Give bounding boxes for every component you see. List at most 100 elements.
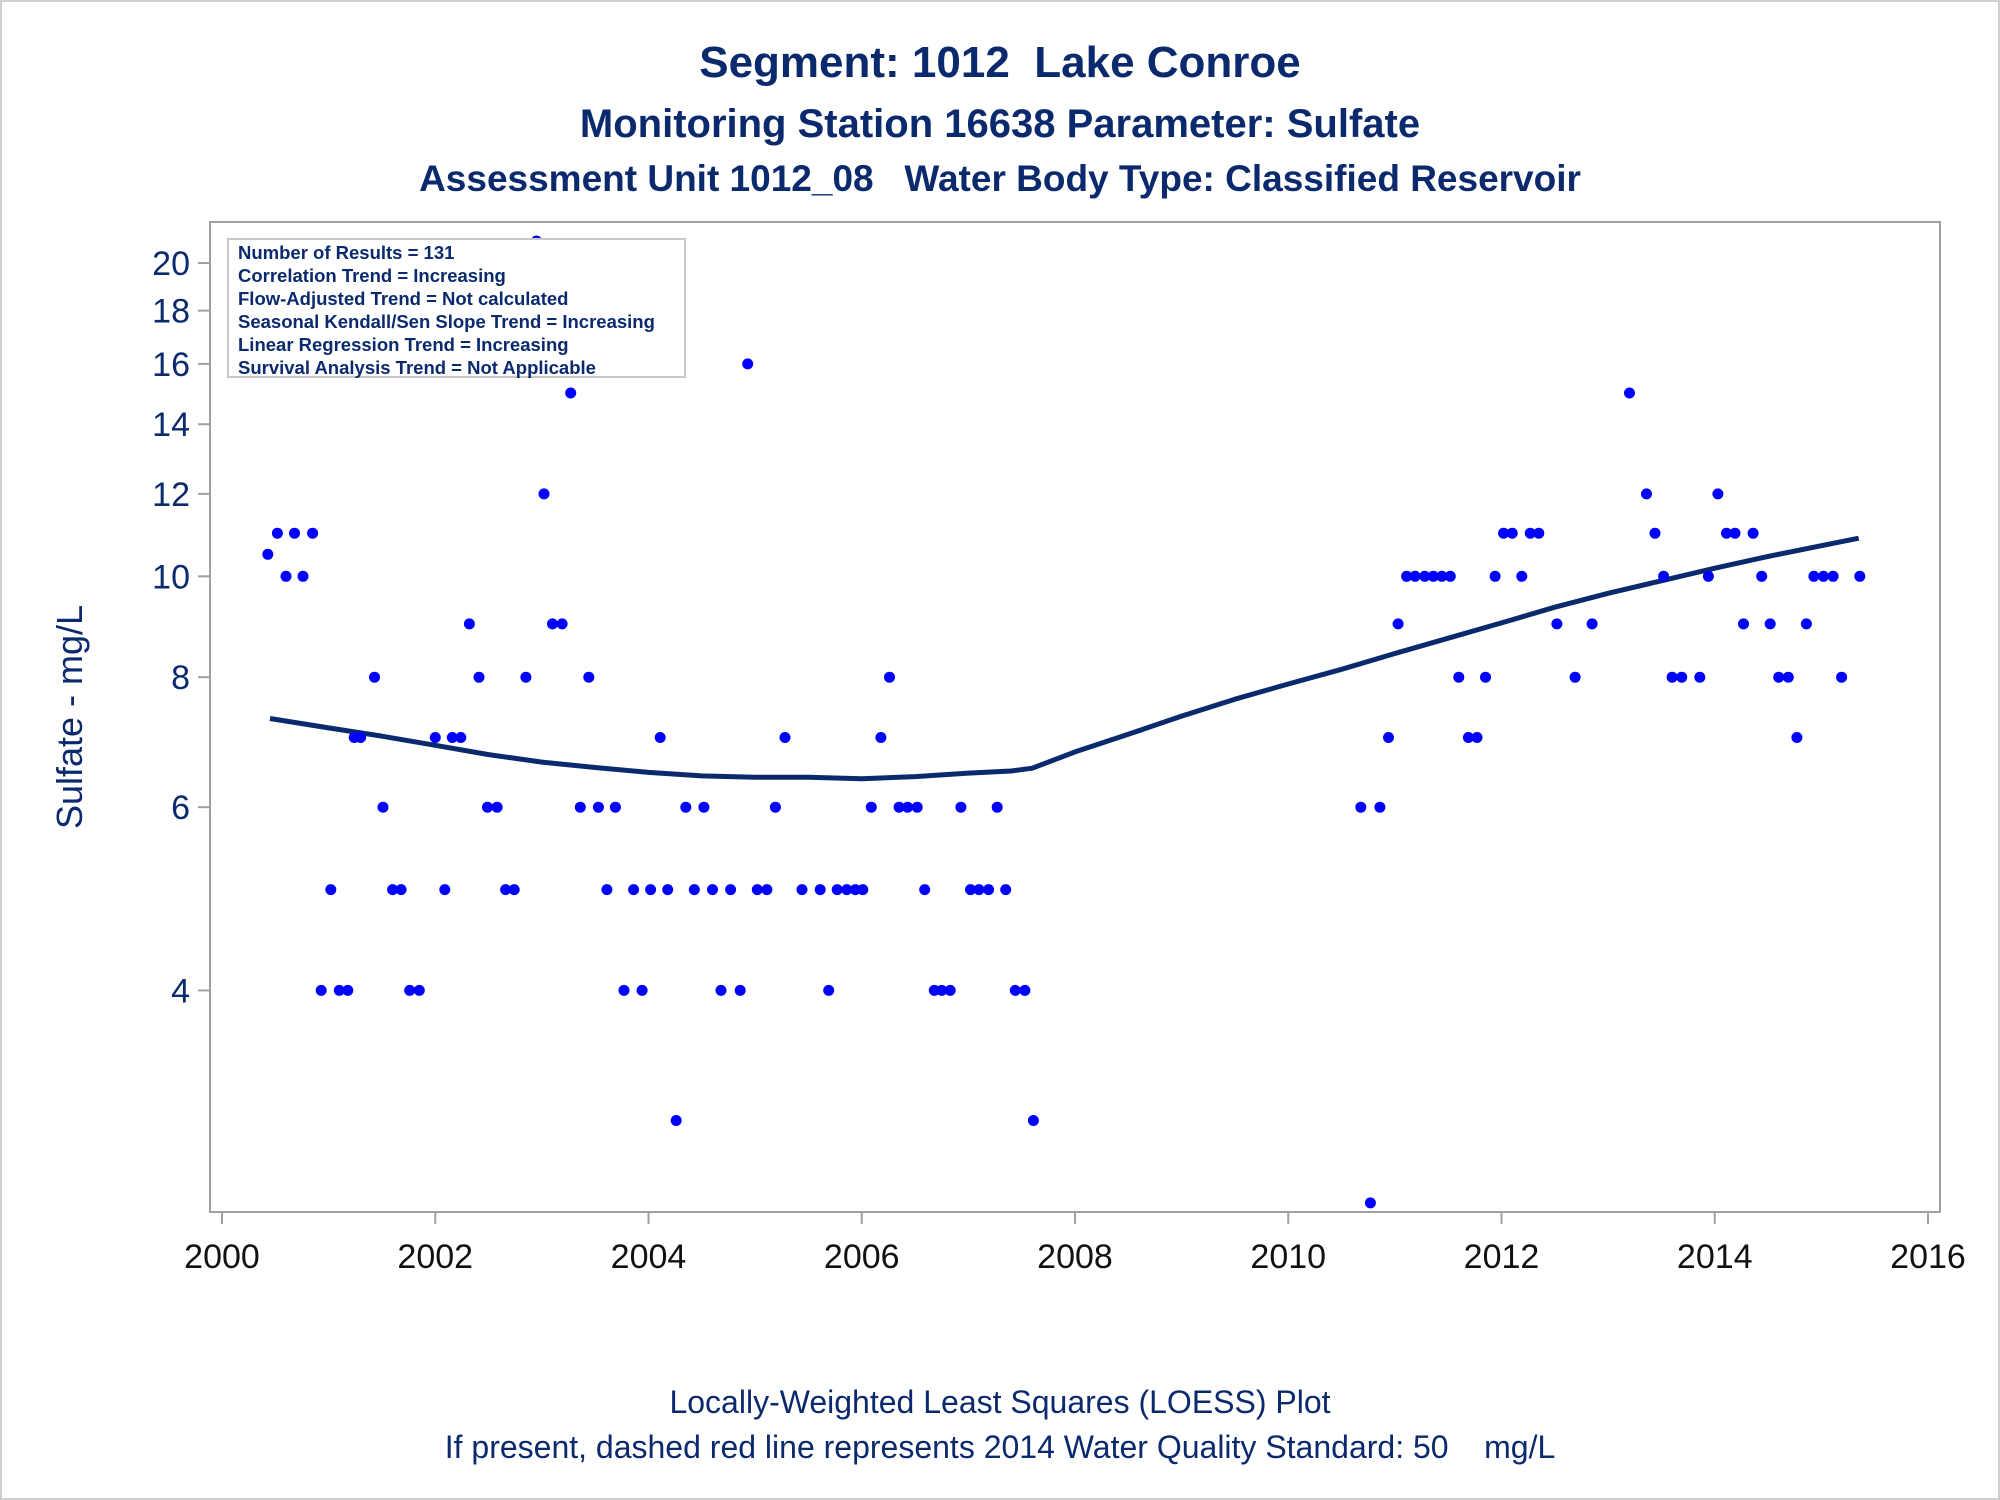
stat-survival-analysis-trend: Survival Analysis Trend = Not Applicable	[238, 357, 596, 378]
loess-trend-group	[269, 535, 1860, 782]
data-point	[342, 984, 354, 996]
data-point	[463, 618, 475, 630]
data-point	[1427, 570, 1439, 582]
data-point	[1854, 570, 1866, 582]
data-point	[1738, 618, 1749, 630]
footnote-standard: If present, dashed red line represents 2…	[444, 1429, 1556, 1465]
data-point	[547, 618, 558, 630]
data-point	[333, 984, 345, 996]
data-point	[1480, 671, 1491, 683]
data-point	[1009, 984, 1021, 996]
y-tick-label: 8	[171, 659, 190, 697]
data-point	[609, 801, 621, 813]
data-point	[1586, 618, 1598, 630]
data-point	[297, 570, 309, 582]
data-point	[482, 801, 493, 813]
data-point	[1658, 570, 1670, 582]
data-point	[1444, 570, 1456, 582]
data-point	[289, 527, 300, 539]
data-point	[857, 884, 869, 896]
data-point	[761, 884, 773, 896]
data-point	[565, 387, 577, 399]
stat-number-of-results: Number of Results = 131	[238, 242, 455, 263]
data-point	[455, 732, 467, 743]
data-point	[369, 671, 380, 683]
data-point	[355, 732, 367, 743]
data-point	[387, 884, 399, 896]
x-tick-label: 2000	[184, 1238, 260, 1276]
data-point	[680, 801, 692, 813]
data-point	[1533, 527, 1545, 539]
y-tick-label: 18	[152, 293, 190, 331]
data-point	[1808, 570, 1820, 582]
stat-correlation-trend: Correlation Trend = Increasing	[238, 265, 506, 286]
data-point	[1666, 671, 1678, 683]
y-tick-label: 16	[152, 346, 190, 384]
data-point	[1721, 527, 1732, 539]
data-point	[1676, 671, 1688, 683]
data-point	[645, 884, 657, 896]
data-point	[1374, 801, 1386, 813]
data-point	[271, 527, 283, 539]
data-point	[1506, 527, 1518, 539]
data-point	[1498, 527, 1510, 539]
data-point	[583, 671, 595, 683]
data-point	[508, 884, 520, 896]
data-point	[1462, 732, 1474, 743]
data-point	[280, 570, 292, 582]
data-point	[439, 884, 451, 896]
data-point	[742, 358, 754, 370]
data-point	[1782, 671, 1794, 683]
x-tick-label: 2010	[1250, 1238, 1326, 1276]
data-point	[991, 801, 1003, 813]
x-axis: 2000 2002 2004 2006 2008 2010 2012 2014 2016	[184, 1211, 1966, 1276]
x-tick-label: 2006	[824, 1238, 900, 1276]
data-point	[1764, 618, 1776, 630]
data-point	[875, 732, 887, 743]
data-point	[707, 884, 718, 896]
data-point	[1401, 570, 1413, 582]
data-point	[556, 618, 568, 630]
data-point	[902, 801, 914, 813]
data-point	[1702, 570, 1714, 582]
data-point	[395, 884, 407, 896]
data-point	[538, 488, 550, 500]
data-point	[919, 884, 931, 896]
data-point	[823, 984, 835, 996]
data-point	[1551, 618, 1563, 630]
data-point	[520, 671, 532, 683]
loess-trend-line	[269, 535, 1860, 782]
data-point	[1827, 570, 1839, 582]
data-point	[965, 884, 976, 896]
data-point	[973, 884, 985, 896]
data-point	[1516, 570, 1528, 582]
data-point	[446, 732, 458, 743]
data-point	[779, 732, 791, 743]
data-point	[654, 732, 666, 743]
data-point	[865, 801, 877, 813]
stat-seasonal-kendall-trend: Seasonal Kendall/Sen Slope Trend = Incre…	[238, 311, 655, 332]
x-tick-label: 2014	[1677, 1238, 1753, 1276]
y-tick-label: 20	[152, 245, 190, 283]
data-point	[911, 801, 923, 813]
stat-linear-regression-trend: Linear Regression Trend = Increasing	[238, 334, 569, 355]
data-points-group	[262, 235, 1866, 1209]
data-point	[688, 884, 700, 896]
data-point	[936, 984, 948, 996]
data-point	[315, 984, 327, 996]
y-axis-label: Sulfate - mg/L	[49, 605, 90, 829]
x-tick-label: 2002	[397, 1238, 473, 1276]
data-point	[769, 801, 781, 813]
y-axis: 4 6 8 10 12 14 16 18 20	[152, 245, 210, 1010]
data-point	[796, 884, 808, 896]
y-tick-label: 4	[171, 972, 190, 1010]
data-point	[307, 527, 319, 539]
data-point	[1712, 488, 1724, 500]
data-point	[601, 884, 613, 896]
y-tick-label: 6	[171, 789, 190, 827]
data-point	[1791, 732, 1803, 743]
data-point	[751, 884, 763, 896]
data-point	[377, 801, 389, 813]
